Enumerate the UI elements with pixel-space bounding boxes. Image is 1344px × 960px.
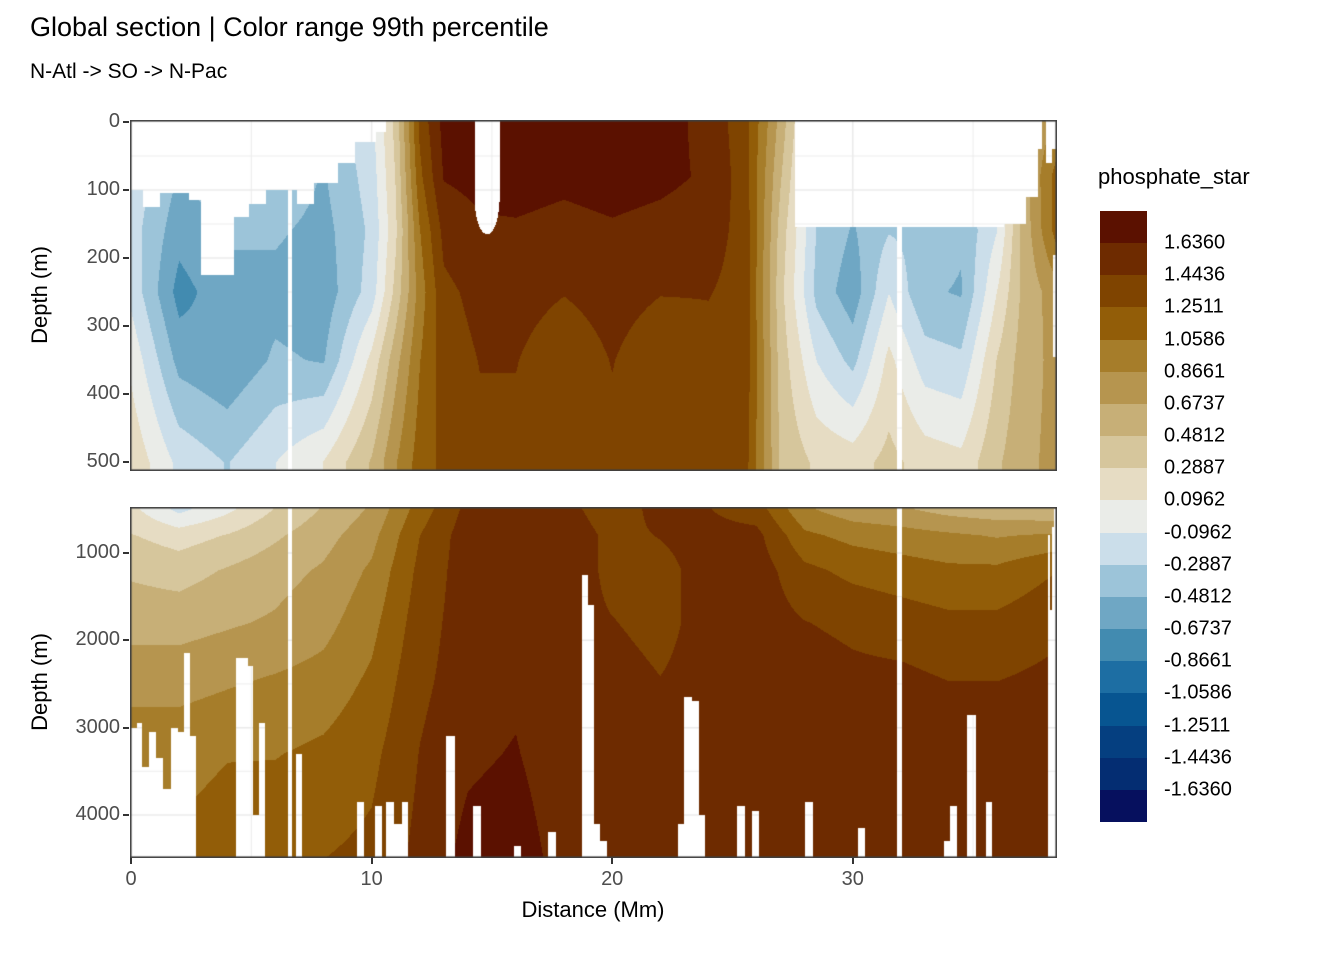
legend-swatch (1100, 693, 1147, 726)
legend-swatch (1100, 243, 1147, 276)
legend-break-label: 0.2887 (1164, 456, 1226, 479)
legend-swatch (1100, 532, 1147, 565)
y-tick-label: 100 (86, 178, 120, 200)
y-tick-label: 500 (86, 450, 120, 472)
legend-swatch (1100, 436, 1147, 469)
legend-swatch (1100, 403, 1147, 437)
y-axis-title-upper: Depth (m) (27, 246, 52, 344)
legend-break-label: -1.2511 (1164, 714, 1231, 737)
legend-swatch (1100, 468, 1147, 501)
legend-break-label: -0.0962 (1164, 521, 1232, 544)
y-axis-tick (123, 257, 129, 259)
y-axis-tick (123, 551, 129, 554)
legend-swatch (1100, 629, 1147, 662)
y-tick-label: 200 (86, 246, 120, 268)
legend-break-label: -1.0586 (1164, 681, 1232, 704)
legend-swatch (1100, 307, 1147, 340)
legend-swatch (1100, 596, 1147, 630)
y-axis-tick (123, 325, 129, 327)
x-tick-label: 20 (601, 868, 624, 890)
y-axis-tick (123, 393, 129, 395)
x-axis-tick (851, 858, 854, 864)
x-tick-label: 10 (360, 868, 383, 890)
legend-break-label: -1.4436 (1164, 746, 1232, 769)
upper-section-panel (130, 120, 1057, 471)
legend-swatch (1100, 564, 1147, 597)
legend-swatch (1100, 500, 1147, 533)
legend-break-label: 1.0586 (1164, 328, 1226, 351)
legend-colorbar (1100, 211, 1147, 822)
y-tick-label: 3000 (75, 715, 121, 738)
legend-title: phosphate_star (1098, 164, 1250, 189)
legend-break-label: 0.8661 (1164, 360, 1226, 383)
y-axis-tick (123, 189, 129, 191)
legend-break-label: 0.0962 (1164, 488, 1226, 511)
legend-break-label: -0.4812 (1164, 585, 1232, 608)
legend-break-label: 0.6737 (1164, 392, 1226, 415)
legend-break-label: 1.6360 (1164, 231, 1226, 254)
plot-subtitle: N-Atl -> SO -> N-Pac (30, 60, 228, 83)
legend-break-label: 1.2511 (1164, 295, 1224, 318)
legend-swatch (1100, 211, 1147, 244)
legend-swatch (1100, 339, 1147, 372)
y-tick-label: 4000 (75, 802, 121, 825)
y-axis-tick (123, 639, 129, 642)
legend-break-label: 0.4812 (1164, 424, 1226, 447)
legend-break-label: -0.8661 (1164, 649, 1232, 672)
y-axis-tick (123, 461, 129, 463)
lower-section-panel (130, 507, 1057, 858)
x-axis-tick (130, 858, 132, 864)
y-axis-tick (123, 121, 129, 123)
legend-swatch (1100, 725, 1147, 758)
y-axis-tick (123, 726, 129, 729)
legend-swatch (1100, 757, 1147, 790)
legend-break-label: -1.6360 (1164, 778, 1232, 801)
y-tick-label: 2000 (75, 628, 121, 651)
y-axis-tick (123, 813, 129, 816)
y-axis-title-lower: Depth (m) (27, 633, 52, 731)
legend-break-label: -0.2887 (1164, 553, 1232, 576)
x-axis-tick (611, 858, 614, 864)
y-tick-label: 400 (86, 382, 120, 404)
y-tick-label: 1000 (75, 540, 121, 563)
x-tick-label: 0 (125, 868, 137, 890)
legend-break-label: 1.4436 (1164, 263, 1226, 286)
plot-title: Global section | Color range 99th percen… (30, 12, 549, 42)
legend-swatch (1100, 661, 1147, 694)
legend-swatch (1100, 371, 1147, 404)
legend-break-label: -0.6737 (1164, 617, 1232, 640)
legend-swatch (1100, 789, 1147, 822)
y-tick-label: 300 (86, 314, 120, 336)
y-tick-label: 0 (108, 110, 120, 132)
x-tick-label: 30 (841, 868, 864, 890)
x-axis-title: Distance (Mm) (521, 897, 665, 922)
x-axis-tick (370, 858, 373, 864)
legend-swatch (1100, 275, 1147, 308)
